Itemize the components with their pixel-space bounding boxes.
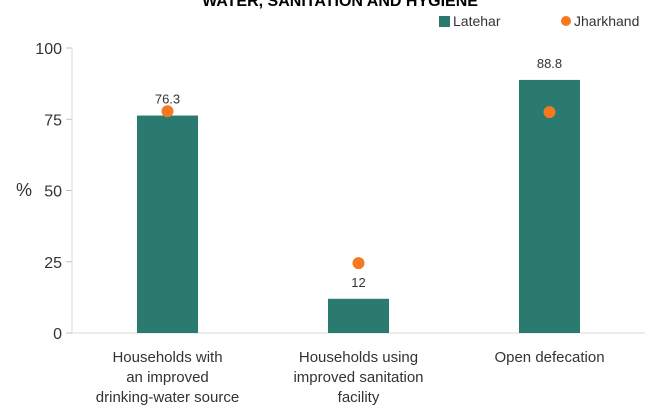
marker-jharkhand: [161, 105, 174, 118]
data-label-latehar: 76.3: [155, 92, 180, 107]
category-label: Households using improved sanitation facil…: [293, 349, 423, 406]
marker-jharkhand: [543, 106, 556, 119]
bars: [137, 79, 580, 333]
markers: [161, 105, 556, 270]
y-tick-label: 100: [35, 41, 62, 58]
y-tick-label: 50: [44, 184, 62, 201]
y-tick-label: 25: [44, 255, 62, 272]
legend: Latehar Jharkhand: [439, 13, 639, 29]
legend-swatch-latehar: [439, 16, 450, 27]
category-label: Open defecation: [494, 349, 604, 366]
chart-title: WATER, SANITATION AND HYGIENE: [202, 0, 478, 10]
legend-marker-jharkhand: [561, 16, 571, 26]
bar-latehar: [519, 79, 580, 333]
data-label-latehar: 12: [351, 275, 365, 290]
y-axis-label: %: [16, 180, 32, 200]
category-label: Households with an improved drinking-water…: [96, 349, 239, 406]
data-label-latehar: 88.8: [537, 56, 562, 71]
y-tick-label: 0: [53, 326, 62, 343]
legend-label-latehar: Latehar: [453, 13, 501, 29]
marker-jharkhand: [352, 257, 365, 270]
legend-label-jharkhand: Jharkhand: [574, 13, 639, 29]
y-axis-ticks: 0 25 50 75 100: [35, 41, 73, 343]
category-labels: Households with an improved drinking-water…: [96, 349, 605, 406]
data-labels: 76.3 12 88.8: [155, 56, 562, 290]
bar-latehar: [137, 115, 198, 333]
y-tick-label: 75: [44, 112, 62, 129]
bar-latehar: [328, 298, 389, 333]
